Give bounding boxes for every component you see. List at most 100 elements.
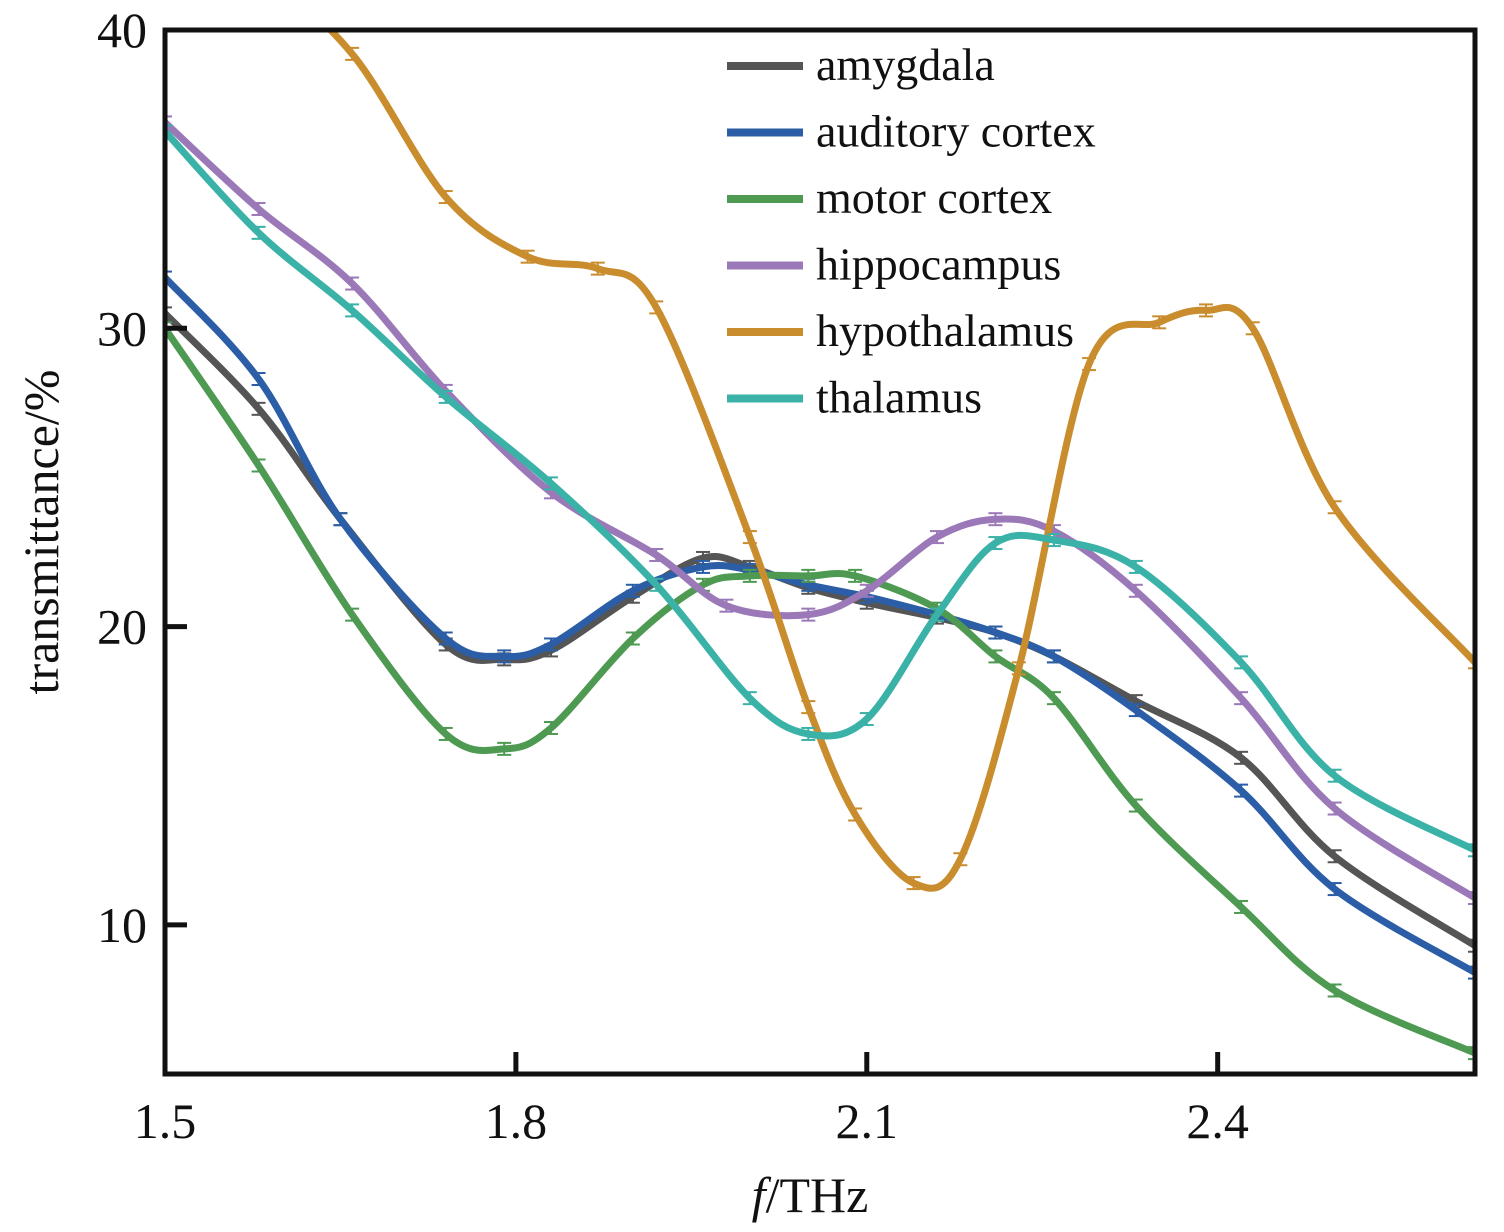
data-point-auditory-cortex-16 xyxy=(1327,882,1342,897)
x-tick-label-0: 1.5 xyxy=(134,1093,197,1149)
data-point-auditory-cortex-4 xyxy=(497,649,512,664)
data-point-hypothalamus-17 xyxy=(1327,500,1342,515)
data-point-motor-cortex-13 xyxy=(1046,691,1061,706)
data-point-motor-cortex-14 xyxy=(1128,798,1143,813)
legend-item-auditory-cortex: auditory cortex xyxy=(727,106,1096,157)
data-point-hippocampus-7 xyxy=(801,607,816,622)
data-point-hippocampus-15 xyxy=(1468,891,1475,906)
legend-item-motor-cortex: motor cortex xyxy=(727,172,1052,223)
data-point-thalamus-4 xyxy=(543,476,558,491)
data-point-hippocampus-14 xyxy=(1327,801,1342,816)
legend-item-thalamus: thalamus xyxy=(727,372,982,423)
data-point-motor-cortex-8 xyxy=(742,568,757,583)
data-point-hypothalamus-5 xyxy=(590,261,605,276)
data-point-hippocampus-8 xyxy=(859,583,874,598)
data-point-motor-cortex-4 xyxy=(497,741,512,756)
data-point-hypothalamus-3 xyxy=(438,190,453,205)
data-point-thalamus-7 xyxy=(801,726,816,741)
data-point-hippocampus-12 xyxy=(1128,583,1143,598)
x-tick-label-3: 2.4 xyxy=(1186,1093,1249,1149)
series-line-hippocampus xyxy=(165,119,1475,902)
data-point-hippocampus-1 xyxy=(251,201,266,216)
data-point-amygdala-15 xyxy=(1234,750,1249,765)
data-point-hippocampus-13 xyxy=(1234,691,1249,706)
data-point-amygdala-17 xyxy=(1468,938,1475,953)
data-point-thalamus-3 xyxy=(438,389,453,404)
data-point-motor-cortex-17 xyxy=(1468,1046,1475,1061)
data-point-hippocampus-6 xyxy=(719,598,734,613)
data-point-hypothalamus-6 xyxy=(649,300,664,315)
data-point-motor-cortex-15 xyxy=(1234,899,1249,914)
legend-item-hippocampus: hippocampus xyxy=(727,239,1061,290)
data-point-hypothalamus-14 xyxy=(1152,315,1167,330)
data-point-auditory-cortex-17 xyxy=(1468,965,1475,980)
legend-item-hypothalamus: hypothalamus xyxy=(727,305,1074,356)
series-thalamus xyxy=(165,124,1475,858)
data-point-hypothalamus-8 xyxy=(801,700,816,715)
data-point-thalamus-0 xyxy=(165,124,172,139)
data-point-amygdala-1 xyxy=(251,401,266,416)
data-point-hippocampus-10 xyxy=(988,512,1003,527)
series-motor-cortex xyxy=(165,321,1475,1061)
series-hypothalamus xyxy=(325,30,1475,892)
data-point-thalamus-14 xyxy=(1327,768,1342,783)
legend-label-auditory-cortex: auditory cortex xyxy=(816,106,1096,157)
data-point-thalamus-11 xyxy=(1046,533,1061,548)
data-point-auditory-cortex-15 xyxy=(1234,783,1249,798)
legend: amygdala auditory cortex motor cortex hippo… xyxy=(727,39,1096,423)
x-axis-label-unit: /THz xyxy=(766,1167,869,1223)
data-point-hypothalamus-10 xyxy=(906,876,921,891)
data-point-thalamus-12 xyxy=(1128,559,1143,574)
data-point-motor-cortex-9 xyxy=(801,568,816,583)
data-point-hypothalamus-11 xyxy=(953,852,968,867)
data-point-thalamus-2 xyxy=(345,303,360,318)
data-point-auditory-cortex-2 xyxy=(333,512,348,527)
data-point-motor-cortex-10 xyxy=(848,568,863,583)
x-tick-label-1: 1.8 xyxy=(485,1093,548,1149)
data-point-motor-cortex-2 xyxy=(345,607,360,622)
data-point-motor-cortex-12 xyxy=(988,649,1003,664)
data-point-hypothalamus-7 xyxy=(742,530,757,545)
data-point-motor-cortex-5 xyxy=(543,720,558,735)
data-point-thalamus-6 xyxy=(742,691,757,706)
data-point-hippocampus-2 xyxy=(345,276,360,291)
data-point-hypothalamus-15 xyxy=(1198,303,1213,318)
y-tick-label-1: 20 xyxy=(97,599,147,655)
data-point-auditory-cortex-12 xyxy=(988,625,1003,640)
y-tick-label-2: 30 xyxy=(97,300,147,356)
data-point-amygdala-0 xyxy=(165,306,172,321)
series-hippocampus xyxy=(165,115,1475,906)
legend-item-amygdala: amygdala xyxy=(727,39,995,90)
data-point-thalamus-9 xyxy=(929,607,944,622)
x-tick-label-2: 2.1 xyxy=(836,1093,899,1149)
data-point-hypothalamus-18 xyxy=(1468,655,1475,670)
data-point-hypothalamus-9 xyxy=(848,807,863,822)
data-point-hippocampus-0 xyxy=(165,115,172,130)
series-layer xyxy=(165,30,1475,1061)
data-point-thalamus-8 xyxy=(859,712,874,727)
data-point-hippocampus-9 xyxy=(929,530,944,545)
data-point-hippocampus-5 xyxy=(649,547,664,562)
y-tick-label-0: 10 xyxy=(97,897,147,953)
legend-label-motor-cortex: motor cortex xyxy=(816,172,1052,223)
legend-label-hypothalamus: hypothalamus xyxy=(816,305,1074,356)
data-point-thalamus-10 xyxy=(988,536,1003,551)
data-point-hypothalamus-4 xyxy=(520,249,535,264)
data-point-hypothalamus-2 xyxy=(345,46,360,61)
data-point-motor-cortex-3 xyxy=(438,726,453,741)
data-point-thalamus-5 xyxy=(649,577,664,592)
data-point-thalamus-1 xyxy=(251,225,266,240)
data-point-hypothalamus-13 xyxy=(1082,357,1097,372)
data-point-hypothalamus-12 xyxy=(1011,661,1026,676)
series-line-motor-cortex xyxy=(165,324,1475,1057)
data-point-auditory-cortex-14 xyxy=(1128,703,1143,718)
y-axis-label: transmittance/% xyxy=(13,370,69,695)
data-point-motor-cortex-6 xyxy=(625,631,640,646)
data-point-auditory-cortex-6 xyxy=(625,583,640,598)
legend-label-thalamus: thalamus xyxy=(816,372,982,423)
data-point-motor-cortex-1 xyxy=(251,458,266,473)
data-point-auditory-cortex-13 xyxy=(1046,649,1061,664)
data-point-hypothalamus-16 xyxy=(1245,321,1260,336)
data-point-amygdala-16 xyxy=(1327,849,1342,864)
